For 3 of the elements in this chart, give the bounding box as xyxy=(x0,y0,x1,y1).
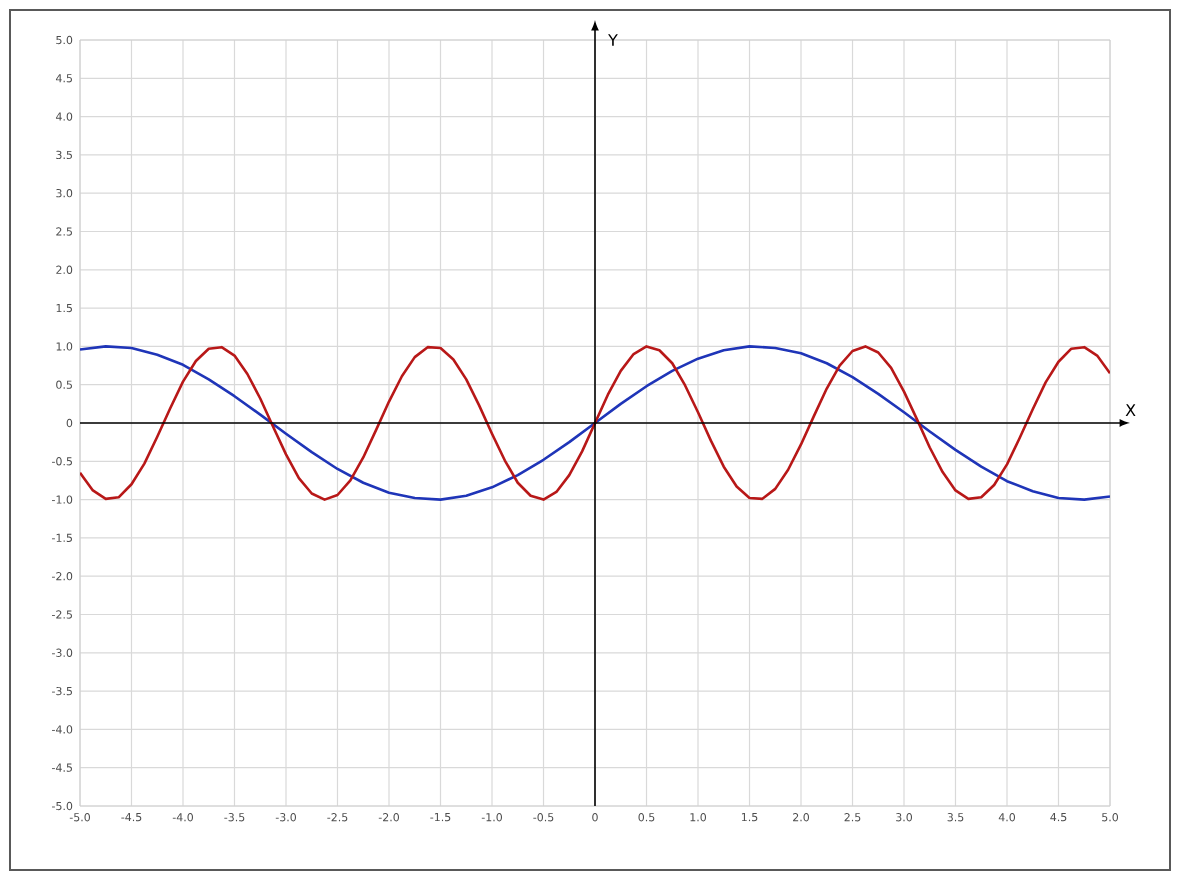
line-series xyxy=(80,345,1111,501)
y-axis-title: Y xyxy=(608,34,618,46)
x-axis-title: X xyxy=(1125,404,1136,416)
